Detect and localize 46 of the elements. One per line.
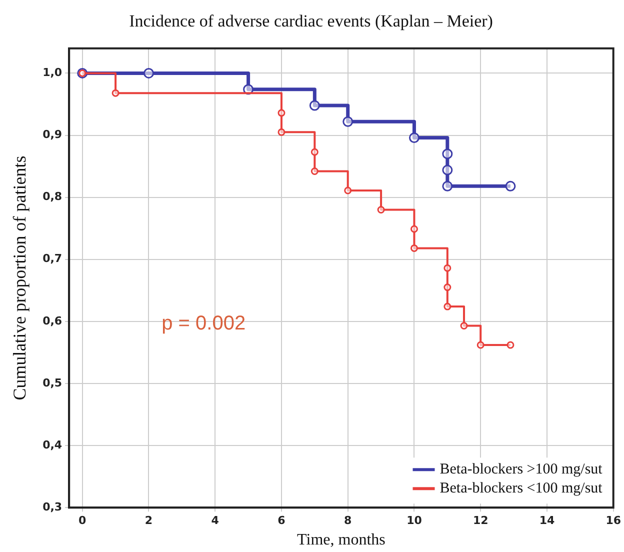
- annotation: p = 0.002: [162, 312, 246, 334]
- chart-title: Incidence of adverse cardiac events (Kaplan – Meier): [129, 12, 493, 31]
- point: [442, 148, 453, 160]
- y-tick-label: 1,0: [42, 66, 62, 80]
- point: [444, 264, 452, 272]
- y-tick-label: 0,9: [42, 128, 62, 142]
- y-tick-label: 0,4: [42, 438, 62, 452]
- y-tick-label: 0,8: [42, 190, 62, 204]
- x-tick-label: 16: [606, 514, 622, 528]
- y-tick-label: 0,7: [42, 252, 62, 266]
- y-axis-title: Cumulative proportion of patients: [10, 156, 30, 400]
- point: [342, 116, 354, 127]
- x-axis-title: Time, months: [297, 532, 386, 549]
- legend-label: Beta-blockers >100 mg/sut: [440, 462, 604, 478]
- x-tick-label: 4: [211, 514, 220, 528]
- point: [476, 341, 484, 349]
- legend-label: Beta-blockers <100 mg/sut: [440, 480, 604, 497]
- point: [309, 100, 320, 111]
- point: [408, 132, 420, 144]
- point: [310, 148, 318, 156]
- x-tick-label: 6: [278, 514, 286, 528]
- y-tick-label: 0,6: [42, 314, 62, 328]
- point: [112, 89, 120, 97]
- point: [344, 186, 352, 194]
- y-tick-label: 0,3: [42, 500, 62, 514]
- point: [505, 180, 516, 192]
- point: [143, 68, 154, 78]
- x-tick-label: 14: [539, 514, 555, 528]
- y-tick-label: 0,5: [42, 376, 62, 390]
- point: [444, 284, 452, 292]
- x-tick-label: 0: [78, 514, 87, 528]
- point: [444, 302, 452, 310]
- x-tick-label: 12: [472, 514, 488, 528]
- point: [442, 180, 453, 192]
- x-tick-label: 2: [144, 514, 153, 528]
- point: [506, 341, 514, 349]
- point: [278, 128, 286, 136]
- point: [310, 168, 318, 176]
- x-tick-label: 8: [344, 514, 352, 528]
- point: [460, 322, 468, 330]
- point: [410, 244, 418, 252]
- x-tick-label: 10: [406, 514, 422, 528]
- point: [278, 109, 286, 117]
- point: [442, 164, 453, 176]
- point: [410, 225, 418, 233]
- point: [377, 206, 385, 214]
